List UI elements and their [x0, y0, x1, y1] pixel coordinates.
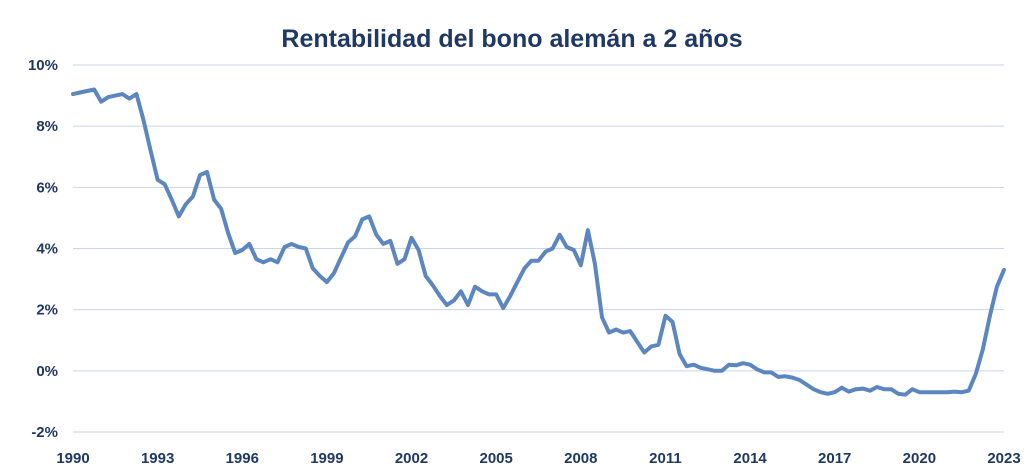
x-axis-tick-labels: 1990 1993 1996 1999 2002 2005 2008 2011 2014 2017… [56, 450, 1020, 467]
gridlines [73, 64, 1004, 433]
series-line [71, 87, 1006, 397]
x-tick-label: 1993 [141, 450, 174, 467]
x-tick-label: 2023 [987, 450, 1020, 467]
series-layer [71, 87, 1006, 397]
x-tick-label: 1996 [226, 450, 259, 467]
x-tick-label: 1999 [310, 450, 343, 467]
x-tick-label: 2005 [479, 450, 512, 467]
x-tick-label: 2014 [733, 450, 767, 467]
x-tick-label: 2002 [395, 450, 428, 467]
chart-title: Rentabilidad del bono alemán a 2 años [281, 25, 742, 53]
y-tick-label: 4% [36, 241, 58, 258]
y-axis-tick-labels: -2% 0% 2% 4% 6% 8% 10% [28, 57, 58, 441]
y-tick-label: 2% [36, 302, 58, 319]
y-tick-label: -2% [31, 424, 58, 441]
x-tick-label: 2008 [564, 450, 597, 467]
x-tick-label: 2017 [818, 450, 851, 467]
y-tick-label: 0% [36, 363, 58, 380]
x-tick-label: 1990 [56, 450, 89, 467]
x-tick-label: 2020 [903, 450, 936, 467]
y-tick-label: 6% [36, 179, 58, 196]
y-tick-label: 10% [28, 57, 58, 74]
y-tick-label: 8% [36, 118, 58, 135]
x-tick-label: 2011 [649, 450, 682, 467]
